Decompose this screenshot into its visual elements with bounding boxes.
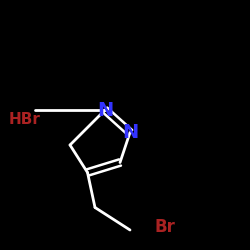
Text: N: N: [97, 100, 113, 119]
Text: HBr: HBr: [9, 112, 41, 128]
Text: N: N: [122, 123, 138, 142]
Text: Br: Br: [155, 218, 176, 236]
